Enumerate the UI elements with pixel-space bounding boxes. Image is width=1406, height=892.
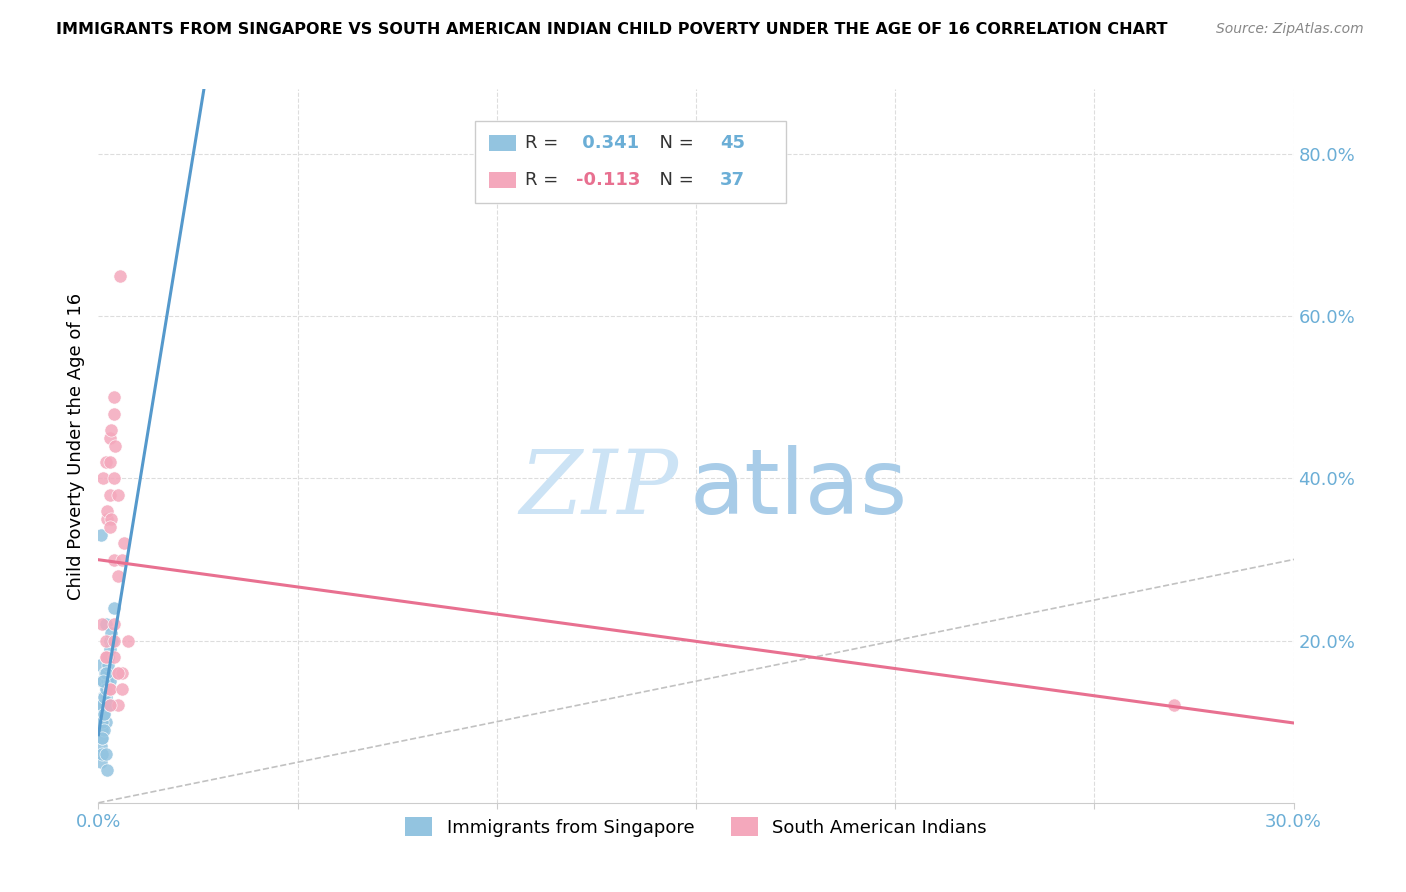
Point <box>103 601 125 615</box>
Point <box>93 706 115 721</box>
Point <box>110 682 132 697</box>
Bar <box>489 135 516 151</box>
Point <box>103 649 125 664</box>
Point <box>96 633 118 648</box>
Point <box>96 674 118 689</box>
Bar <box>489 172 516 187</box>
Point <box>89 657 111 672</box>
Point <box>96 504 118 518</box>
Y-axis label: Child Poverty Under the Age of 16: Child Poverty Under the Age of 16 <box>66 293 84 599</box>
Point <box>90 739 112 753</box>
Point <box>103 471 125 485</box>
FancyBboxPatch shape <box>475 121 786 203</box>
Text: R =: R = <box>524 134 564 152</box>
Point <box>94 747 117 761</box>
Point <box>110 666 132 681</box>
Point <box>94 682 117 697</box>
Text: 0.341: 0.341 <box>576 134 640 152</box>
Point <box>98 698 122 713</box>
Point <box>107 698 129 713</box>
Point <box>96 764 118 778</box>
Point <box>100 625 122 640</box>
Point <box>90 731 112 745</box>
Point <box>110 268 132 283</box>
Point <box>101 633 124 648</box>
Text: -0.113: -0.113 <box>576 171 641 189</box>
Point <box>104 439 127 453</box>
Point <box>100 423 122 437</box>
Point <box>98 520 122 534</box>
Point <box>90 731 112 745</box>
Point <box>91 747 114 761</box>
Point <box>91 723 114 737</box>
Point <box>91 674 114 689</box>
Text: N =: N = <box>648 134 700 152</box>
Point <box>91 674 114 689</box>
Point <box>107 666 129 681</box>
Point <box>90 706 112 721</box>
Point <box>97 649 120 664</box>
Text: IMMIGRANTS FROM SINGAPORE VS SOUTH AMERICAN INDIAN CHILD POVERTY UNDER THE AGE O: IMMIGRANTS FROM SINGAPORE VS SOUTH AMERI… <box>56 22 1168 37</box>
Point <box>90 731 112 745</box>
Point <box>96 617 118 632</box>
Text: atlas: atlas <box>690 445 908 533</box>
Text: Source: ZipAtlas.com: Source: ZipAtlas.com <box>1216 22 1364 37</box>
Point <box>94 666 117 681</box>
Point <box>107 568 129 582</box>
Point <box>91 471 114 485</box>
Point <box>93 723 115 737</box>
Point <box>103 407 125 421</box>
Point <box>103 390 125 404</box>
Point <box>97 657 120 672</box>
Point <box>103 552 125 566</box>
Point <box>96 649 118 664</box>
Point <box>90 756 112 770</box>
Point <box>98 641 121 656</box>
Point <box>110 552 132 566</box>
Text: 37: 37 <box>720 171 745 189</box>
Point <box>96 714 118 729</box>
Point <box>97 649 120 664</box>
Point <box>94 690 117 705</box>
Point <box>1163 698 1185 713</box>
Point <box>93 706 115 721</box>
Point <box>90 698 112 713</box>
Point <box>117 633 139 648</box>
Point <box>98 633 122 648</box>
Point <box>98 682 121 697</box>
Point <box>103 617 125 632</box>
Point <box>93 690 115 705</box>
Point <box>98 698 121 713</box>
Text: R =: R = <box>524 171 564 189</box>
Point <box>98 682 121 697</box>
Point <box>97 666 120 681</box>
Point <box>90 528 112 542</box>
Point <box>98 488 122 502</box>
Point <box>91 617 114 632</box>
Text: N =: N = <box>648 171 700 189</box>
Point <box>96 682 118 697</box>
Point <box>91 690 114 705</box>
Text: ZIP: ZIP <box>519 445 678 533</box>
Point <box>93 690 115 705</box>
Point <box>94 666 117 681</box>
Point <box>93 698 115 713</box>
Point <box>100 512 122 526</box>
Point <box>98 455 122 469</box>
Point <box>91 714 114 729</box>
Point <box>94 455 117 469</box>
Legend: Immigrants from Singapore, South American Indians: Immigrants from Singapore, South America… <box>398 810 994 844</box>
Point <box>90 747 112 761</box>
Point <box>91 698 114 713</box>
Point <box>94 682 117 697</box>
Point <box>96 512 118 526</box>
Point <box>96 649 118 664</box>
Point <box>98 674 121 689</box>
Point <box>107 488 129 502</box>
Point <box>98 431 121 445</box>
Text: 45: 45 <box>720 134 745 152</box>
Point <box>103 633 125 648</box>
Point <box>112 536 135 550</box>
Point <box>107 666 129 681</box>
